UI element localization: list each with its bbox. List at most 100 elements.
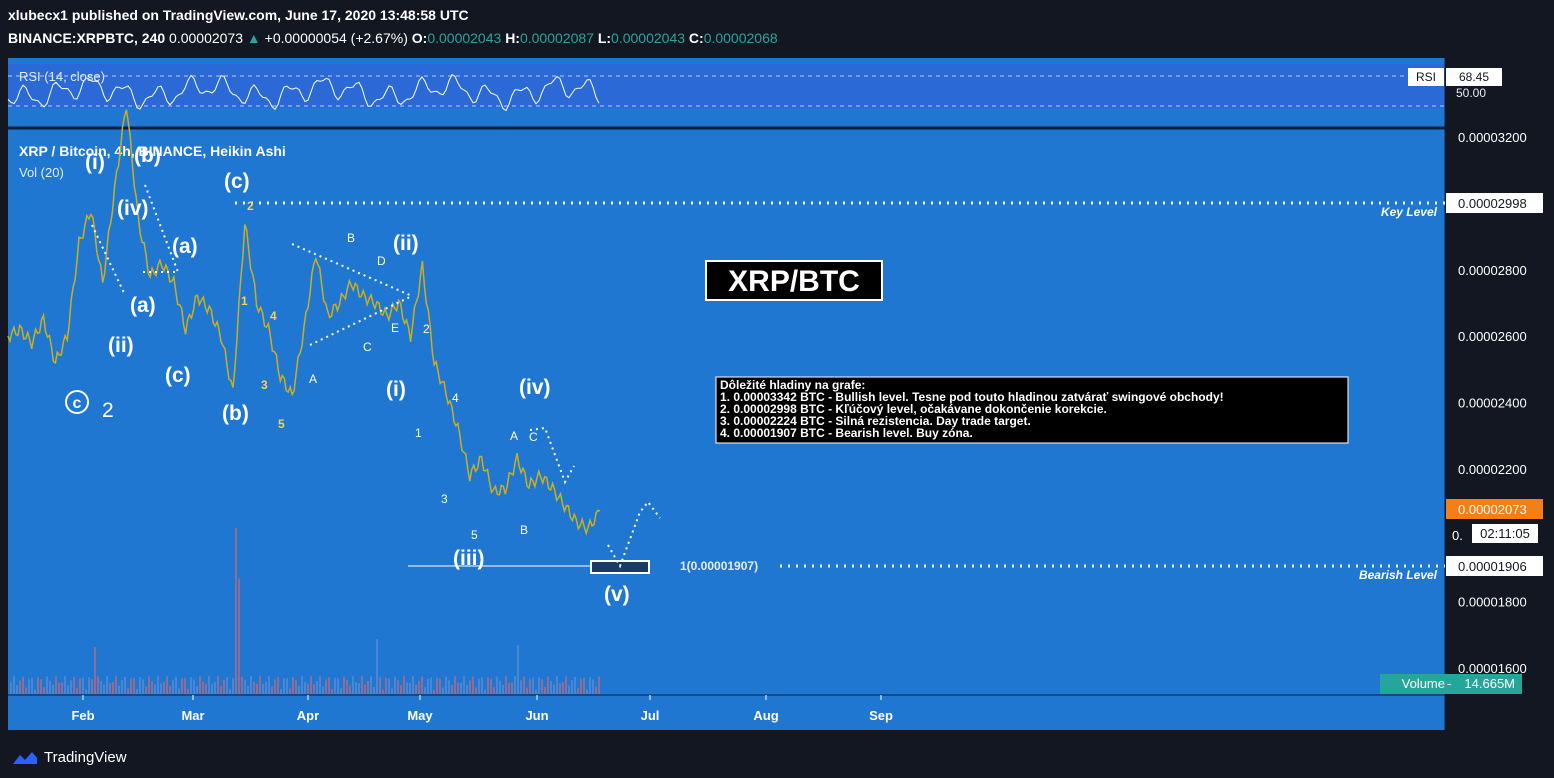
volume-bar — [307, 683, 309, 694]
x-tick-label: Feb — [71, 708, 94, 723]
pattern-lines — [91, 184, 661, 569]
volume-bar — [289, 688, 291, 694]
volume-bar — [418, 680, 420, 694]
volume-bar — [67, 685, 69, 694]
volume-bar — [55, 676, 57, 694]
bearish-level-price: 0.00001906 — [1458, 559, 1527, 574]
volume-bar — [229, 688, 231, 694]
volume-bar — [424, 687, 426, 694]
volume-bar — [349, 685, 351, 694]
volume-bar — [280, 688, 282, 694]
volume-bars — [10, 528, 600, 694]
volume-bar — [154, 684, 156, 694]
volume-bar — [532, 677, 534, 694]
x-tick-label: Aug — [753, 708, 778, 723]
volume-bar — [535, 689, 537, 694]
volume-bar — [499, 680, 501, 694]
wave-label: (i) — [386, 378, 406, 401]
y-tick-label: 0.00001600 — [1458, 661, 1527, 676]
volume-bar — [382, 689, 384, 694]
wave-label: (iv) — [519, 376, 551, 399]
bearish-level-label: Bearish Level — [1359, 568, 1438, 582]
minor-label: 5 — [278, 417, 285, 431]
wave-label: (a) — [172, 235, 198, 258]
volume-bar — [346, 680, 348, 694]
volume-bar — [106, 676, 108, 694]
volume-bar — [334, 677, 336, 694]
y-tick-label: 0.00002200 — [1458, 462, 1527, 477]
volume-bar — [316, 681, 318, 694]
sub-label: E — [391, 321, 399, 335]
volume-bar — [397, 680, 399, 694]
price-axis[interactable]: 0.00003200 0.00002800 0.00002600 0.00002400… — [1458, 130, 1527, 676]
rsi-mid-label: 50.00 — [1456, 86, 1486, 100]
volume-bar — [574, 676, 576, 694]
volume-bar — [547, 676, 549, 694]
volume-bar — [271, 686, 273, 694]
sub-label: C — [363, 340, 372, 354]
correction-path — [529, 426, 575, 485]
volume-bar — [361, 676, 363, 694]
volume-bar — [112, 682, 114, 694]
y-tick-label: 0.00001800 — [1458, 595, 1527, 610]
volume-bar — [436, 677, 438, 694]
volume-bar — [448, 680, 450, 694]
volume-bar — [247, 686, 249, 694]
footer-brand[interactable]: TradingView — [12, 749, 127, 766]
volume-bar — [277, 677, 279, 694]
x-tick-label: May — [407, 708, 433, 723]
volume-bar — [232, 678, 234, 694]
volume-bar — [64, 676, 66, 694]
volume-bar — [91, 679, 93, 694]
volume-badge — [1380, 674, 1522, 694]
wave-label: (v) — [604, 583, 630, 606]
high-label: H: — [505, 30, 520, 46]
wave-label: (ii) — [108, 334, 134, 357]
open-label: O: — [411, 30, 428, 46]
volume-bar — [217, 676, 219, 694]
close-label: C: — [688, 30, 704, 46]
volume-bar — [466, 684, 468, 694]
volume-bar — [469, 680, 471, 694]
close-value: 0.00002068 — [703, 30, 778, 46]
volume-bar — [202, 681, 204, 694]
volume-bar — [586, 689, 588, 694]
x-tick-label: Jun — [525, 708, 548, 723]
volume-bar — [430, 677, 432, 694]
wave-label: (c) — [165, 364, 191, 387]
volume-bar — [220, 686, 222, 694]
volume-bar — [301, 676, 303, 694]
time-axis[interactable]: Feb Mar Apr May Jun Jul Aug Sep — [71, 695, 893, 723]
volume-bar — [181, 678, 183, 694]
volume-bar — [328, 677, 330, 694]
volume-bar — [343, 676, 345, 694]
wave-line-left — [91, 224, 126, 296]
volume-bar — [97, 676, 99, 694]
legend-title: XRP / Bitcoin, 4h, BINANCE, Heikin Ashi — [19, 143, 286, 159]
low-label: L: — [597, 30, 612, 46]
volume-bar — [472, 676, 474, 694]
up-arrow-icon: ▲ — [246, 30, 261, 46]
volume-bar — [115, 676, 117, 694]
volume-bar — [451, 684, 453, 694]
y-tick-label: 0.00003200 — [1458, 130, 1527, 145]
volume-bar — [40, 678, 42, 694]
volume-bar — [121, 680, 123, 694]
chart-title-box — [705, 260, 883, 301]
volume-bar — [184, 677, 186, 694]
volume-bar — [487, 677, 489, 694]
info-line-3: 3. 0.00002224 BTC - Silná rezistencia. D… — [720, 414, 1031, 428]
volume-bar — [463, 676, 465, 694]
volume-bar — [394, 676, 396, 694]
volume-bar — [259, 676, 261, 694]
volume-bar — [388, 678, 390, 694]
volume-bar — [76, 687, 78, 694]
volume-bar — [142, 679, 144, 694]
volume-bar — [565, 676, 567, 694]
volume-bar — [283, 677, 285, 694]
volume-bar — [445, 676, 447, 694]
wave-label-2: 2 — [102, 399, 114, 422]
volume-bar — [568, 685, 570, 694]
ohlc-line: BINANCE:XRPBTC, 240 0.00002073 ▲ +0.0000… — [8, 30, 778, 46]
